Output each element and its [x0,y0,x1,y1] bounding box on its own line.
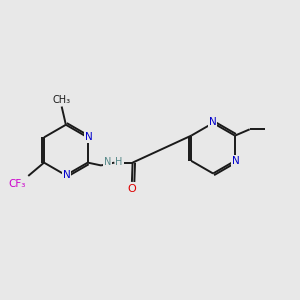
Text: N: N [104,157,111,167]
Text: N: N [208,117,216,127]
Text: N: N [232,156,239,166]
Text: N: N [63,169,70,179]
Text: N: N [85,132,92,142]
Text: O: O [128,184,136,194]
Text: H: H [116,157,123,167]
Text: CH₃: CH₃ [52,94,71,104]
Text: CF₃: CF₃ [8,179,26,189]
